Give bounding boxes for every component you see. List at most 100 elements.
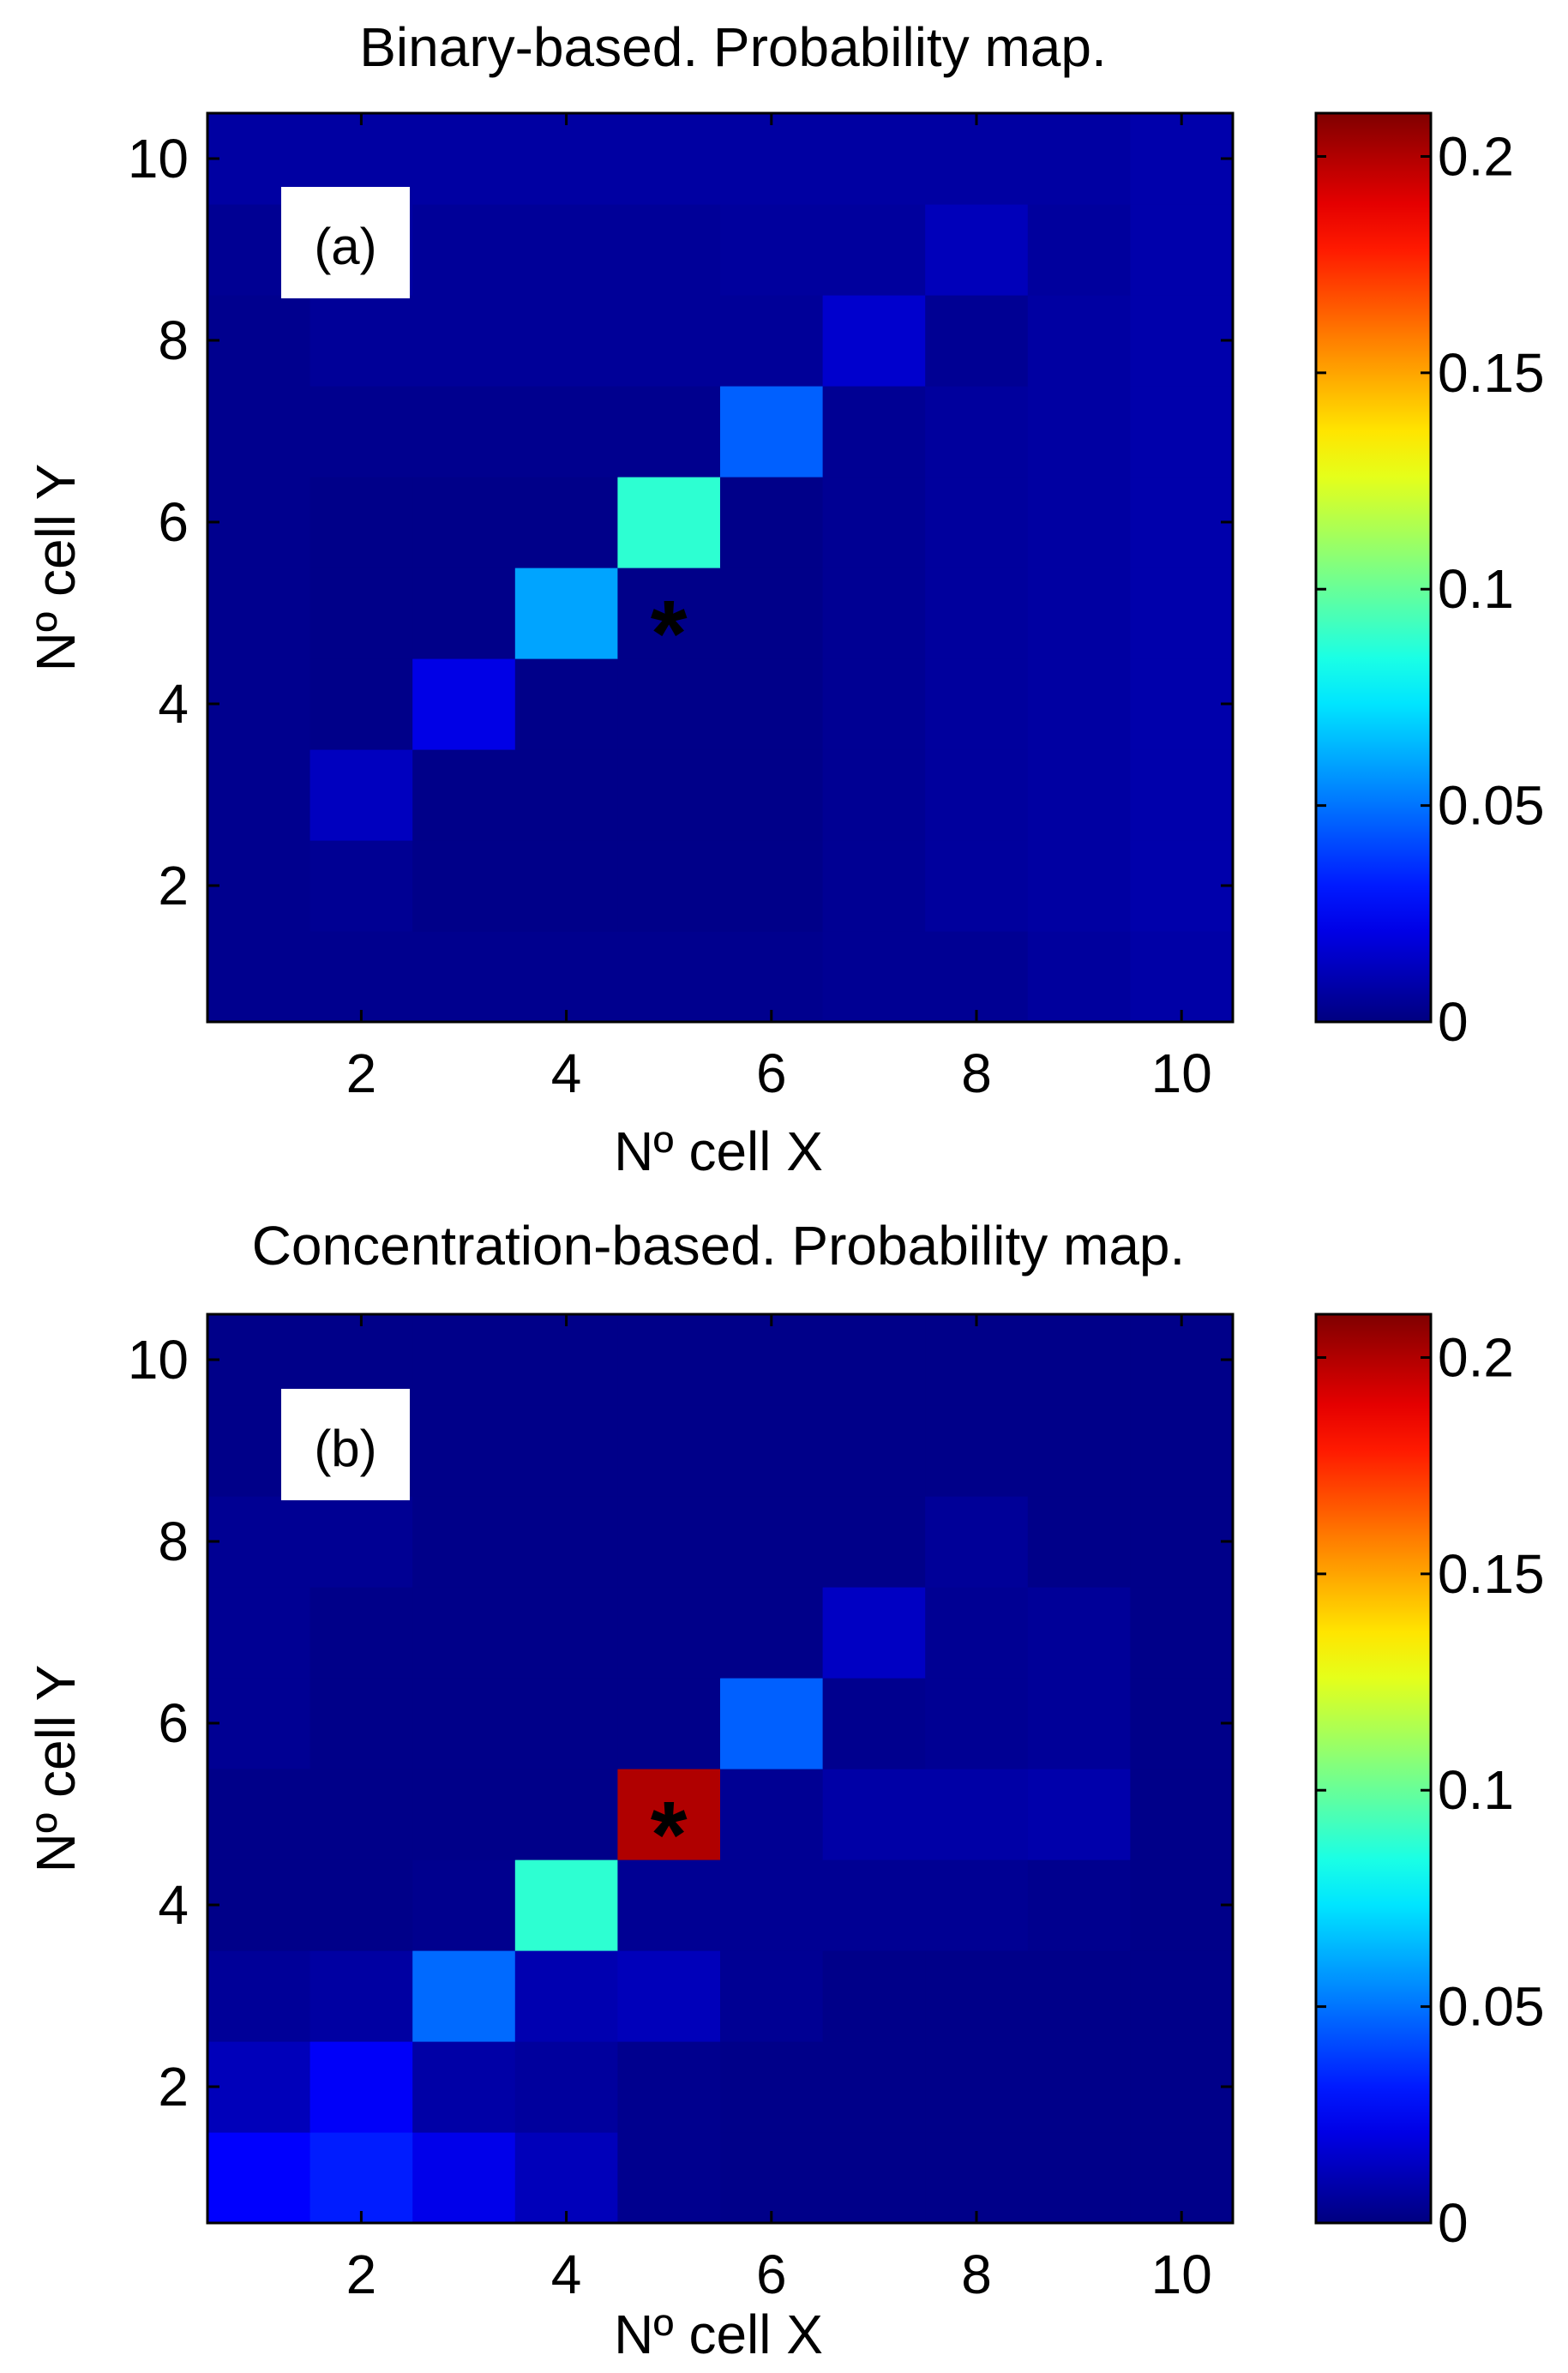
heatmap-cell	[412, 2041, 516, 2133]
heatmap-cell	[514, 295, 618, 387]
heatmap-cell	[207, 568, 311, 659]
heatmap-cell	[1027, 1769, 1131, 1860]
y-tick-label: 4	[158, 673, 189, 735]
x-tick-label: 2	[346, 1042, 377, 1104]
colorbar-tick-label: 0	[1438, 2192, 1469, 2254]
heatmap-cell	[720, 568, 824, 659]
heatmap-cell	[309, 477, 413, 568]
heatmap-cell	[925, 749, 1029, 841]
heatmap-cell	[207, 840, 311, 932]
heatmap-cell	[412, 113, 516, 205]
heatmap-cell	[617, 931, 721, 1023]
heatmap-cell	[309, 386, 413, 478]
heatmap-cell	[309, 931, 413, 1023]
heatmap-cell	[617, 568, 721, 659]
heatmap-cell	[1130, 477, 1234, 568]
panel-concentration: Concentration-based. Probability map. (b…	[25, 1215, 1545, 2365]
heatmap-cell	[925, 295, 1029, 387]
heatmap-cell	[412, 204, 516, 296]
heatmap-cell	[1027, 749, 1131, 841]
heatmap-cell	[617, 2132, 721, 2224]
heatmap-cell	[1130, 1769, 1234, 1860]
heatmap-cell	[207, 386, 311, 478]
y-axis-label: Nº cell Y	[25, 1665, 87, 1873]
heatmap-cell	[720, 1587, 824, 1679]
heatmap-cell	[720, 2132, 824, 2224]
y-tick-label: 8	[158, 1511, 189, 1572]
x-tick-label: 8	[961, 2244, 992, 2305]
heatmap-cell	[720, 2041, 824, 2133]
heatmap-cell	[309, 1950, 413, 2042]
heatmap-cell	[925, 1769, 1029, 1860]
x-axis-label: Nº cell X	[614, 1120, 823, 1182]
heatmap-cell	[822, 477, 926, 568]
heatmap-cell	[617, 2041, 721, 2133]
heatmap-cell	[1027, 204, 1131, 296]
heatmap-cell	[925, 1496, 1029, 1588]
heatmap-cell	[1130, 1496, 1234, 1588]
y-axis: 10 8 6 4 2	[128, 128, 189, 916]
heatmap-cell	[822, 1314, 926, 1406]
y-tick-label: 2	[158, 2056, 189, 2118]
heatmap-cell	[1027, 1314, 1131, 1406]
heatmap-cell	[1130, 931, 1234, 1023]
heatmap-cell	[822, 568, 926, 659]
colorbar-tick-label: 0.2	[1438, 126, 1514, 188]
y-tick-label: 6	[158, 1692, 189, 1754]
heatmap-cell	[925, 1950, 1029, 2042]
heatmap-cell	[412, 2132, 516, 2224]
heatmap-cell	[1027, 386, 1131, 478]
heatmap-cell	[822, 658, 926, 750]
x-tick-label: 6	[756, 2244, 787, 2305]
heatmap-cell	[207, 1859, 311, 1951]
y-tick-label: 6	[158, 491, 189, 553]
colorbar-tick-label: 0.1	[1438, 558, 1514, 620]
heatmap-cell	[822, 840, 926, 932]
y-tick-label: 10	[128, 1329, 189, 1391]
heatmap-cell	[412, 1950, 516, 2042]
heatmap-cell	[925, 1314, 1029, 1406]
plot-frame	[206, 111, 1235, 1024]
heatmap-cell	[309, 2041, 413, 2133]
heatmap-cell	[309, 749, 413, 841]
heatmap-cell	[1130, 1314, 1234, 1406]
chart-title: Binary-based. Probability map.	[359, 16, 1107, 78]
heatmap-cell	[412, 1314, 516, 1406]
heatmap-cell	[925, 113, 1029, 205]
plot-frame	[206, 1313, 1235, 2225]
heatmap-cell	[617, 749, 721, 841]
heatmap-cell	[1027, 1496, 1131, 1588]
heatmap-cell	[412, 568, 516, 659]
heatmap-cell	[309, 658, 413, 750]
heatmap-cell	[1130, 1678, 1234, 1769]
heatmap-cell	[309, 2132, 413, 2224]
x-tick-label: 6	[756, 1042, 787, 1104]
x-axis-label: Nº cell X	[614, 2304, 823, 2365]
heatmap-cell	[412, 1678, 516, 1769]
heatmap-cell	[822, 386, 926, 478]
heatmap-cell	[720, 1769, 824, 1860]
heatmap-cell	[617, 1496, 721, 1588]
heatmap-cell	[617, 658, 721, 750]
colorbar-frame	[1314, 111, 1433, 1024]
heatmap-cell	[514, 1769, 618, 1860]
heatmap-cell	[514, 386, 618, 478]
heatmap-cell	[617, 1678, 721, 1769]
heatmap-cell	[1027, 2132, 1131, 2224]
heatmap-cell	[514, 931, 618, 1023]
heatmap-cell	[514, 113, 618, 205]
heatmap-cell	[1027, 658, 1131, 750]
heatmap-cell	[925, 2041, 1029, 2133]
heatmap-cell	[617, 477, 721, 568]
heatmap-cell	[822, 295, 926, 387]
heatmap-cell	[514, 204, 618, 296]
panel-label: (a)	[314, 218, 376, 275]
heatmap-cell	[617, 1405, 721, 1497]
tick-marks	[207, 1314, 1431, 2225]
heatmap-cell	[412, 1496, 516, 1588]
heatmap-cell	[617, 1769, 721, 1860]
heatmap-cell	[309, 1769, 413, 1860]
heatmap-cell	[207, 477, 311, 568]
heatmap-cell	[925, 1587, 1029, 1679]
chart-title: Concentration-based. Probability map.	[252, 1215, 1186, 1277]
